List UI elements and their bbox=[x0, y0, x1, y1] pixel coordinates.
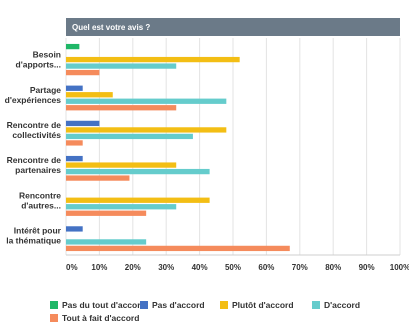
legend-label: Pas du tout d'accord bbox=[62, 300, 146, 310]
x-tick-label: 80% bbox=[325, 263, 341, 272]
legend-swatch bbox=[50, 314, 58, 322]
bar bbox=[66, 210, 147, 216]
legend-swatch bbox=[140, 301, 148, 309]
bar bbox=[66, 168, 210, 175]
bar bbox=[66, 245, 290, 252]
category-label: Besoin d'apports... bbox=[16, 50, 61, 70]
bar bbox=[66, 85, 83, 91]
legend-item: D'accord bbox=[312, 300, 360, 310]
category-label: Rencontre de collectivités bbox=[7, 120, 62, 140]
legend-label: Plutôt d'accord bbox=[232, 300, 294, 310]
bar bbox=[66, 162, 177, 168]
x-tick-label: 0% bbox=[66, 263, 78, 272]
bar bbox=[66, 226, 83, 232]
bar bbox=[66, 155, 83, 162]
bar bbox=[66, 98, 227, 104]
category-label: Rencontre d'autres... bbox=[19, 190, 61, 210]
bar bbox=[66, 175, 130, 181]
bar bbox=[66, 197, 210, 203]
legend-swatch bbox=[50, 301, 58, 309]
bar bbox=[66, 92, 113, 98]
legend-item: Pas du tout d'accord bbox=[50, 300, 146, 310]
legend-swatch bbox=[220, 301, 228, 309]
x-tick-label: 90% bbox=[359, 263, 375, 272]
x-tick-label: 70% bbox=[292, 263, 308, 272]
bar bbox=[66, 140, 83, 146]
legend-item: Plutôt d'accord bbox=[220, 300, 294, 310]
legend-label: Pas d'accord bbox=[152, 300, 205, 310]
bar bbox=[66, 105, 177, 111]
chart-title: Quel est votre avis ? bbox=[72, 23, 150, 32]
category-label: Partage d'expériences bbox=[5, 85, 62, 105]
bar bbox=[66, 133, 193, 140]
x-tick-label: 20% bbox=[125, 263, 141, 272]
legend-item: Pas d'accord bbox=[140, 300, 205, 310]
x-tick-label: 50% bbox=[225, 263, 241, 272]
bar bbox=[66, 43, 80, 50]
legend-item: Tout à fait d'accord bbox=[50, 313, 139, 323]
bar bbox=[66, 63, 177, 69]
x-tick-label: 40% bbox=[192, 263, 208, 272]
legend-label: Tout à fait d'accord bbox=[62, 313, 140, 323]
bar bbox=[66, 69, 100, 76]
bar bbox=[66, 120, 100, 127]
legend-swatch bbox=[312, 301, 320, 309]
category-label: Rencontre de partenaires bbox=[7, 155, 62, 175]
x-tick-label: 30% bbox=[158, 263, 174, 272]
category-label: Intérêt pour la thématique bbox=[6, 225, 61, 245]
bar bbox=[66, 239, 147, 245]
x-tick-label: 100% bbox=[390, 263, 409, 272]
x-tick-label: 60% bbox=[258, 263, 274, 272]
bar bbox=[66, 127, 227, 133]
legend-label: D'accord bbox=[324, 300, 361, 310]
bar bbox=[66, 204, 177, 210]
bar bbox=[66, 56, 240, 63]
chart-header-bar bbox=[66, 18, 400, 36]
x-tick-label: 10% bbox=[91, 263, 107, 272]
